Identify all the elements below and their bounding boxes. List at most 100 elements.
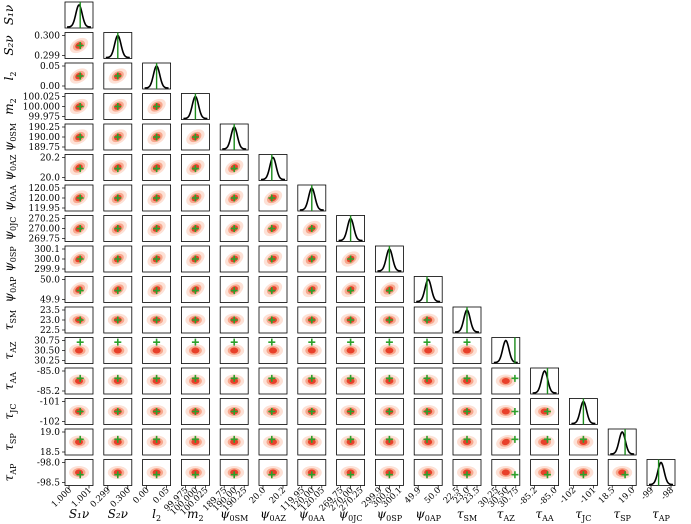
y-tick-label-9-0: 49.9: [40, 296, 60, 306]
y-axis-label-az: τAZ: [2, 341, 18, 359]
panel-4-3: [180, 123, 210, 151]
truth-marker-13-8: [385, 408, 393, 415]
truth-marker-10-8: [385, 316, 393, 324]
truth-marker-15-12: [543, 471, 551, 479]
truth-marker-10-9: [423, 316, 431, 324]
truth-marker-14-0: [76, 435, 84, 443]
truth-marker-14-8: [385, 435, 393, 443]
truth-marker-12-3: [191, 374, 199, 382]
y-axis-label-0sm: ψ0SM: [2, 123, 18, 151]
truth-marker-15-11: [511, 471, 519, 479]
truth-marker-9-3: [191, 287, 199, 295]
truth-marker-13-2: [153, 408, 161, 415]
truth-marker-13-5: [268, 408, 276, 415]
truth-marker-10-2: [153, 316, 161, 324]
y-tick-label-14-0: 18.5: [40, 448, 60, 458]
y-tick-label-1-0: 0.299: [34, 52, 60, 62]
truth-marker-12-11: [511, 374, 519, 382]
y-axis-label-m2: m2: [2, 98, 18, 114]
truth-marker-15-2: [153, 471, 161, 479]
truth-marker-7-5: [268, 225, 276, 232]
truth-marker-15-7: [347, 471, 355, 479]
kde-core-11-10: [463, 347, 471, 354]
truth-marker-5-0: [76, 165, 84, 173]
panel-9-7: [336, 276, 366, 303]
y-tick-label-12-1: -85.0: [37, 367, 60, 377]
x-axis-label-sm: τSM: [457, 507, 477, 523]
truth-marker-14-4: [230, 435, 238, 443]
y-tick-label-5-0: 20.0: [40, 174, 60, 184]
x-axis-label-l2: l2: [152, 507, 161, 523]
panel-6-5: [258, 184, 288, 212]
marginal-posterior-12: [532, 370, 557, 394]
truth-marker-14-5: [268, 435, 276, 443]
truth-marker-12-1: [114, 374, 122, 382]
x-tick-label-9-1: 50.0: [423, 486, 443, 506]
panel-9-9: [413, 276, 443, 303]
y-tick-label-13-0: -102: [40, 418, 60, 428]
y-tick-label-14-1: 19.0: [40, 428, 60, 438]
truth-marker-11-4: [230, 338, 238, 346]
y-tick-label-10-0: 22.5: [40, 326, 60, 336]
truth-marker-6-5: [268, 194, 276, 202]
truth-marker-15-4: [230, 471, 238, 479]
truth-marker-13-1: [114, 408, 122, 415]
truth-marker-8-6: [308, 255, 316, 263]
x-axis-label-m2: m2: [187, 507, 203, 523]
truth-marker-5-4: [230, 165, 238, 173]
x-tick-label-2-0: 0.00: [131, 486, 151, 506]
truth-marker-7-0: [76, 225, 84, 232]
x-axis-label-s: S₂ν: [108, 507, 128, 521]
truth-marker-15-0: [76, 471, 84, 479]
truth-marker-12-10: [463, 374, 471, 382]
truth-marker-12-0: [76, 374, 84, 382]
y-tick-label-10-2: 23.5: [40, 306, 60, 316]
y-axis-label-sm: τSM: [2, 310, 18, 330]
truth-marker-13-7: [347, 408, 355, 415]
truth-marker-11-1: [114, 338, 122, 346]
panel-14-14: [607, 428, 637, 456]
x-axis-label-s: S₁ν: [69, 507, 89, 521]
y-tick-label-13-1: -101: [40, 398, 60, 408]
truth-marker-10-4: [230, 316, 238, 324]
truth-marker-15-8: [385, 471, 393, 479]
y-tick-label-3-1: 100.000: [23, 103, 60, 113]
x-tick-label-12-0: -85.2: [517, 486, 539, 508]
x-tick-label-15-0: -99: [639, 486, 656, 503]
truth-marker-14-3: [191, 435, 199, 443]
truth-marker-15-6: [308, 471, 316, 479]
truth-marker-14-7: [347, 435, 355, 443]
truth-marker-12-5: [268, 374, 276, 382]
truth-marker-7-3: [191, 225, 199, 232]
y-tick-label-4-0: 189.75: [29, 143, 61, 153]
x-axis-label-ap: τAP: [652, 507, 670, 523]
truth-marker-7-2: [153, 225, 161, 232]
truth-marker-7-1: [114, 225, 122, 232]
truth-marker-9-2: [153, 287, 161, 295]
truth-marker-9-5: [268, 287, 276, 295]
y-axis-label-0ap: ψ0AP: [2, 276, 18, 302]
truth-marker-4-3: [191, 133, 199, 141]
truth-marker-14-6: [308, 435, 316, 443]
y-tick-label-15-0: -98.5: [37, 479, 60, 489]
y-tick-label-8-2: 300.1: [34, 245, 60, 255]
truth-marker-15-13: [579, 471, 587, 479]
marginal-posterior-5: [261, 156, 285, 181]
truth-marker-4-1: [114, 133, 122, 141]
truth-marker-12-8: [385, 374, 393, 382]
truth-marker-10-0: [76, 316, 84, 324]
truth-marker-13-0: [76, 408, 84, 415]
y-tick-label-6-0: 119.95: [29, 204, 61, 214]
y-tick-label-7-2: 270.25: [29, 215, 61, 225]
truth-marker-11-6: [308, 338, 316, 346]
truth-marker-3-0: [76, 103, 84, 110]
truth-marker-5-1: [114, 165, 122, 173]
kde-core-11-5: [269, 347, 277, 354]
kde-core-12-11: [501, 378, 510, 384]
panel-5-5: [258, 154, 288, 181]
truth-marker-5-2: [153, 165, 161, 173]
y-axis-label-l2: l2: [2, 72, 18, 81]
truth-marker-11-2: [153, 338, 161, 346]
truth-marker-5-3: [191, 165, 199, 173]
